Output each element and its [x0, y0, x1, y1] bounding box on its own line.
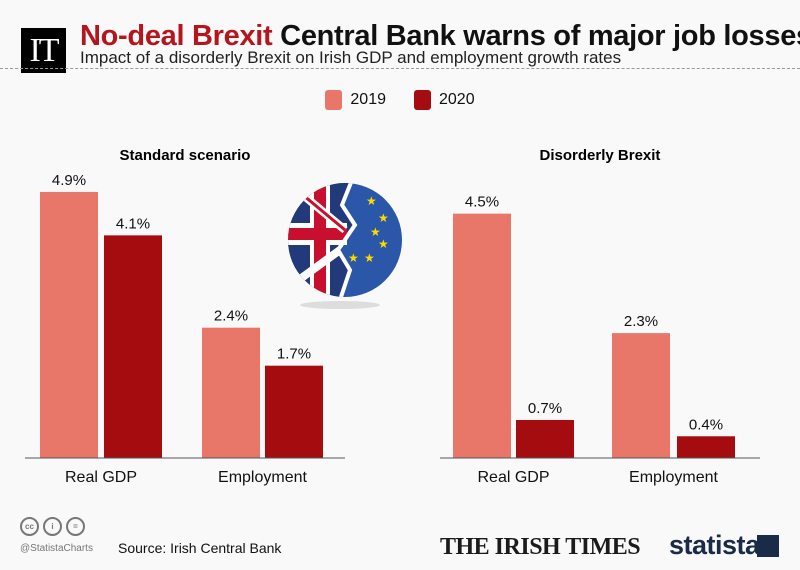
category-label: Employment [218, 469, 307, 486]
chart-title: No-deal Brexit Central Bank warns of maj… [80, 20, 800, 53]
category-label: Employment [629, 469, 718, 486]
legend-item-2019: 2019 [325, 90, 386, 110]
data-label: 0.7% [528, 400, 562, 417]
by-icon: i [43, 517, 62, 536]
legend-label: 2019 [350, 91, 386, 108]
panel-title: Disorderly Brexit [540, 147, 661, 164]
legend-swatch [414, 90, 431, 110]
data-label: 4.5% [465, 194, 499, 211]
legend-label: 2020 [439, 91, 475, 108]
svg-text:★: ★ [348, 251, 359, 265]
svg-text:★: ★ [364, 251, 375, 265]
cc-icon: cc [20, 517, 39, 536]
brexit-flag-icon: ★★★★★★ [288, 183, 402, 309]
cc-license-icons: cc i = [20, 517, 85, 536]
statista-handle: @StatistaCharts [20, 543, 93, 554]
svg-text:★: ★ [378, 237, 389, 251]
data-label: 4.1% [116, 215, 150, 232]
bar-2020 [265, 365, 323, 458]
svg-text:★: ★ [378, 211, 389, 225]
category-label: Real GDP [65, 469, 137, 486]
data-label: 2.3% [624, 313, 658, 330]
data-label: 0.4% [689, 416, 723, 433]
bar-2020 [104, 235, 162, 458]
statista-logo: statista [669, 530, 760, 560]
title-highlight: No-deal Brexit [80, 20, 273, 52]
bar-2019 [612, 333, 670, 458]
svg-text:★: ★ [366, 194, 377, 208]
source-note: Source: Irish Central Bank [118, 540, 282, 556]
irish-times-wordmark: THE IRISH TIMES [440, 534, 641, 560]
data-label: 2.4% [214, 308, 248, 325]
data-label: 1.7% [277, 346, 311, 363]
bar-2019 [40, 191, 98, 458]
legend: 2019 2020 [0, 90, 800, 110]
bar-2019 [202, 327, 260, 458]
data-label: 4.9% [52, 172, 86, 189]
title-rest: Central Bank warns of major job losses [280, 20, 800, 52]
bar-2019 [453, 213, 511, 458]
bar-2020 [677, 436, 735, 458]
svg-text:★: ★ [370, 225, 381, 239]
bar-2020 [516, 419, 574, 458]
legend-swatch [325, 90, 343, 110]
panel-title: Standard scenario [120, 147, 251, 164]
irish-times-logo: IT [21, 28, 66, 73]
legend-item-2020: 2020 [414, 90, 475, 110]
divider [0, 68, 800, 69]
chart-subtitle: Impact of a disorderly Brexit on Irish G… [80, 48, 622, 67]
category-label: Real GDP [477, 469, 549, 486]
statista-icon [757, 535, 779, 557]
nd-icon: = [66, 517, 85, 536]
